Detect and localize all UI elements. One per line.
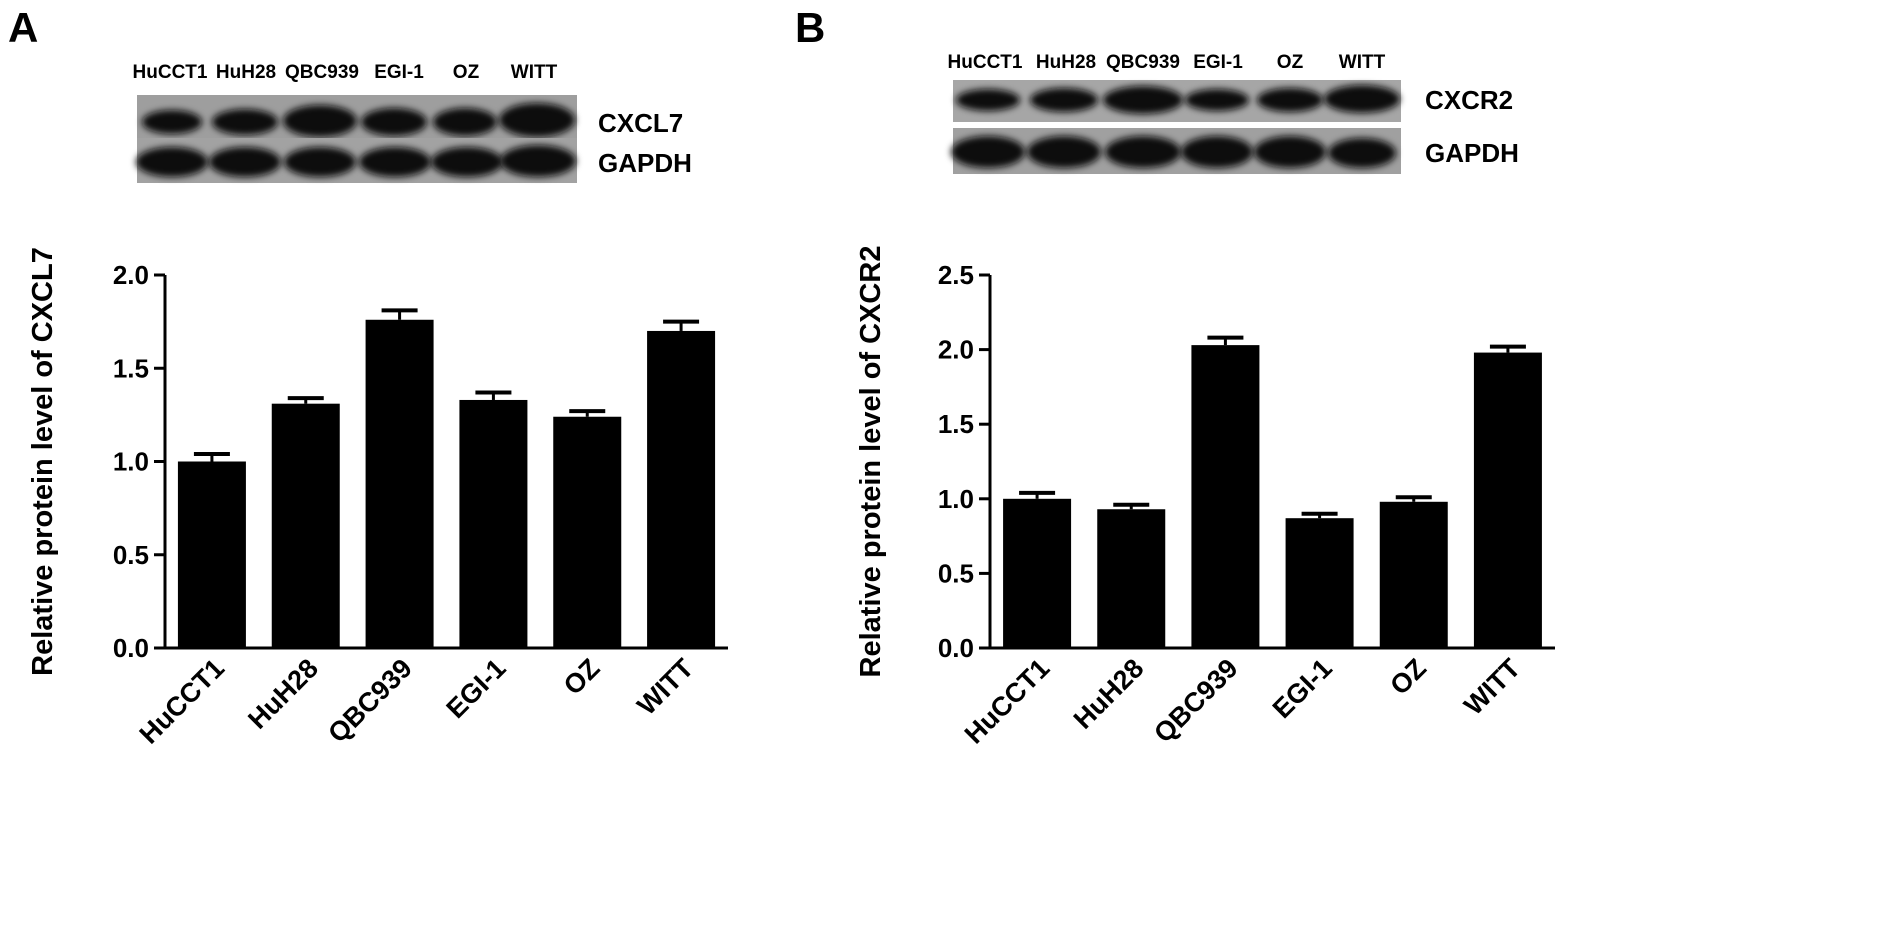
blot-band <box>361 108 427 136</box>
blot-band <box>499 103 575 137</box>
blot-bands-cxcl7 <box>142 103 575 137</box>
y-tick-label: 1.0 <box>113 447 149 477</box>
blot-band <box>142 110 202 134</box>
blot-band <box>283 105 357 137</box>
blot-lane-label: WITT <box>511 62 558 83</box>
panel-b-letter: B <box>795 4 825 51</box>
blot-row-label: GAPDH <box>598 148 692 178</box>
panel-a-letter: A <box>8 4 38 51</box>
bar <box>271 403 340 648</box>
blot-row-label: CXCL7 <box>598 108 683 138</box>
blot-row-label: GAPDH <box>1425 138 1519 168</box>
y-tick-label: 0.5 <box>113 540 149 570</box>
y-axis-label: Relative protein level of CXCL7 <box>27 247 59 676</box>
bar <box>1285 518 1354 648</box>
panel-b: B HuCCT1 HuH28 QBC939 EGI-1 OZ WITT CXCR… <box>795 4 1555 750</box>
blot-bands-gapdh-a <box>136 145 576 177</box>
bar <box>647 330 716 648</box>
y-tick-label: 2.0 <box>938 335 974 365</box>
x-tick-label: EGI-1 <box>441 653 512 724</box>
blot-lane-label: QBC939 <box>285 62 359 83</box>
blot-band <box>1328 138 1396 168</box>
y-axis-label: Relative protein level of CXCR2 <box>855 246 887 678</box>
blot-bands-gapdh-b <box>951 136 1396 168</box>
y-tick-label: 1.0 <box>938 484 974 514</box>
bar <box>1003 498 1072 648</box>
blot-band <box>500 145 576 177</box>
blot-row-label: CXCR2 <box>1425 85 1513 115</box>
x-tick-label: WITT <box>631 653 699 721</box>
blot-lane-label: WITT <box>1339 52 1386 73</box>
blot-band <box>209 147 281 177</box>
blot-band <box>1105 136 1181 168</box>
bar <box>177 461 246 648</box>
bar <box>1473 352 1542 648</box>
blot-lane-label: EGI-1 <box>374 62 424 83</box>
blot-lane-labels-a: HuCCT1 HuH28 QBC939 EGI-1 OZ WITT <box>133 62 558 83</box>
blot-lane-labels-b: HuCCT1 HuH28 QBC939 EGI-1 OZ WITT <box>948 52 1386 73</box>
blot-band <box>1257 88 1323 112</box>
x-tick-label: HuH28 <box>1068 653 1150 735</box>
bar <box>553 416 622 648</box>
blot-band <box>1324 85 1400 113</box>
y-tick-label: 0.5 <box>938 558 974 588</box>
blot-band <box>956 89 1020 111</box>
blot-band <box>1103 86 1183 114</box>
y-tick-label: 0.0 <box>113 633 149 663</box>
x-tick-label: HuCCT1 <box>959 653 1056 750</box>
panel-a: A HuCCT1 HuH28 QBC939 EGI-1 OZ WITT CXCL… <box>8 4 728 750</box>
blot-band <box>1254 136 1326 168</box>
blot-band <box>1185 89 1249 111</box>
blot-lane-label: HuH28 <box>216 62 276 83</box>
blot-band <box>212 109 278 135</box>
blot-lane-label: OZ <box>453 62 480 83</box>
x-tick-label: QBC939 <box>322 653 417 748</box>
western-blot-a: HuCCT1 HuH28 QBC939 EGI-1 OZ WITT CXCL7 <box>133 62 692 183</box>
blot-band <box>431 147 503 177</box>
blot-band <box>1030 88 1098 112</box>
y-tick-label: 1.5 <box>113 353 149 383</box>
y-tick-label: 0.0 <box>938 633 974 663</box>
blot-band <box>1027 136 1101 168</box>
bar <box>1097 509 1166 648</box>
western-blot-b: HuCCT1 HuH28 QBC939 EGI-1 OZ WITT CXCR2 <box>948 52 1519 174</box>
blot-lane-label: OZ <box>1277 52 1304 73</box>
x-tick-label: HuH28 <box>242 653 324 735</box>
blot-band <box>433 108 497 136</box>
blot-band <box>951 136 1025 168</box>
bar <box>1379 501 1448 648</box>
x-tick-label: QBC939 <box>1148 653 1243 748</box>
y-tick-label: 2.0 <box>113 260 149 290</box>
x-tick-label: WITT <box>1458 653 1526 721</box>
bar <box>459 399 528 648</box>
blot-lane-label: HuCCT1 <box>133 62 208 83</box>
blot-band <box>284 147 356 177</box>
blot-lane-label: HuCCT1 <box>948 52 1023 73</box>
blot-lane-label: HuH28 <box>1036 52 1096 73</box>
blot-band <box>136 147 208 177</box>
blot-band <box>359 147 431 177</box>
blot-lane-label: EGI-1 <box>1193 52 1243 73</box>
x-tick-label: EGI-1 <box>1267 653 1338 724</box>
bar <box>1191 345 1260 648</box>
blot-bands-cxcr2 <box>956 85 1400 114</box>
x-tick-label: OZ <box>558 653 606 701</box>
blot-band <box>1181 136 1253 168</box>
bar <box>365 319 434 648</box>
y-tick-label: 2.5 <box>938 260 974 290</box>
y-tick-label: 1.5 <box>938 409 974 439</box>
x-tick-label: OZ <box>1384 653 1432 701</box>
x-tick-label: HuCCT1 <box>134 653 231 750</box>
blot-lane-label: QBC939 <box>1106 52 1180 73</box>
